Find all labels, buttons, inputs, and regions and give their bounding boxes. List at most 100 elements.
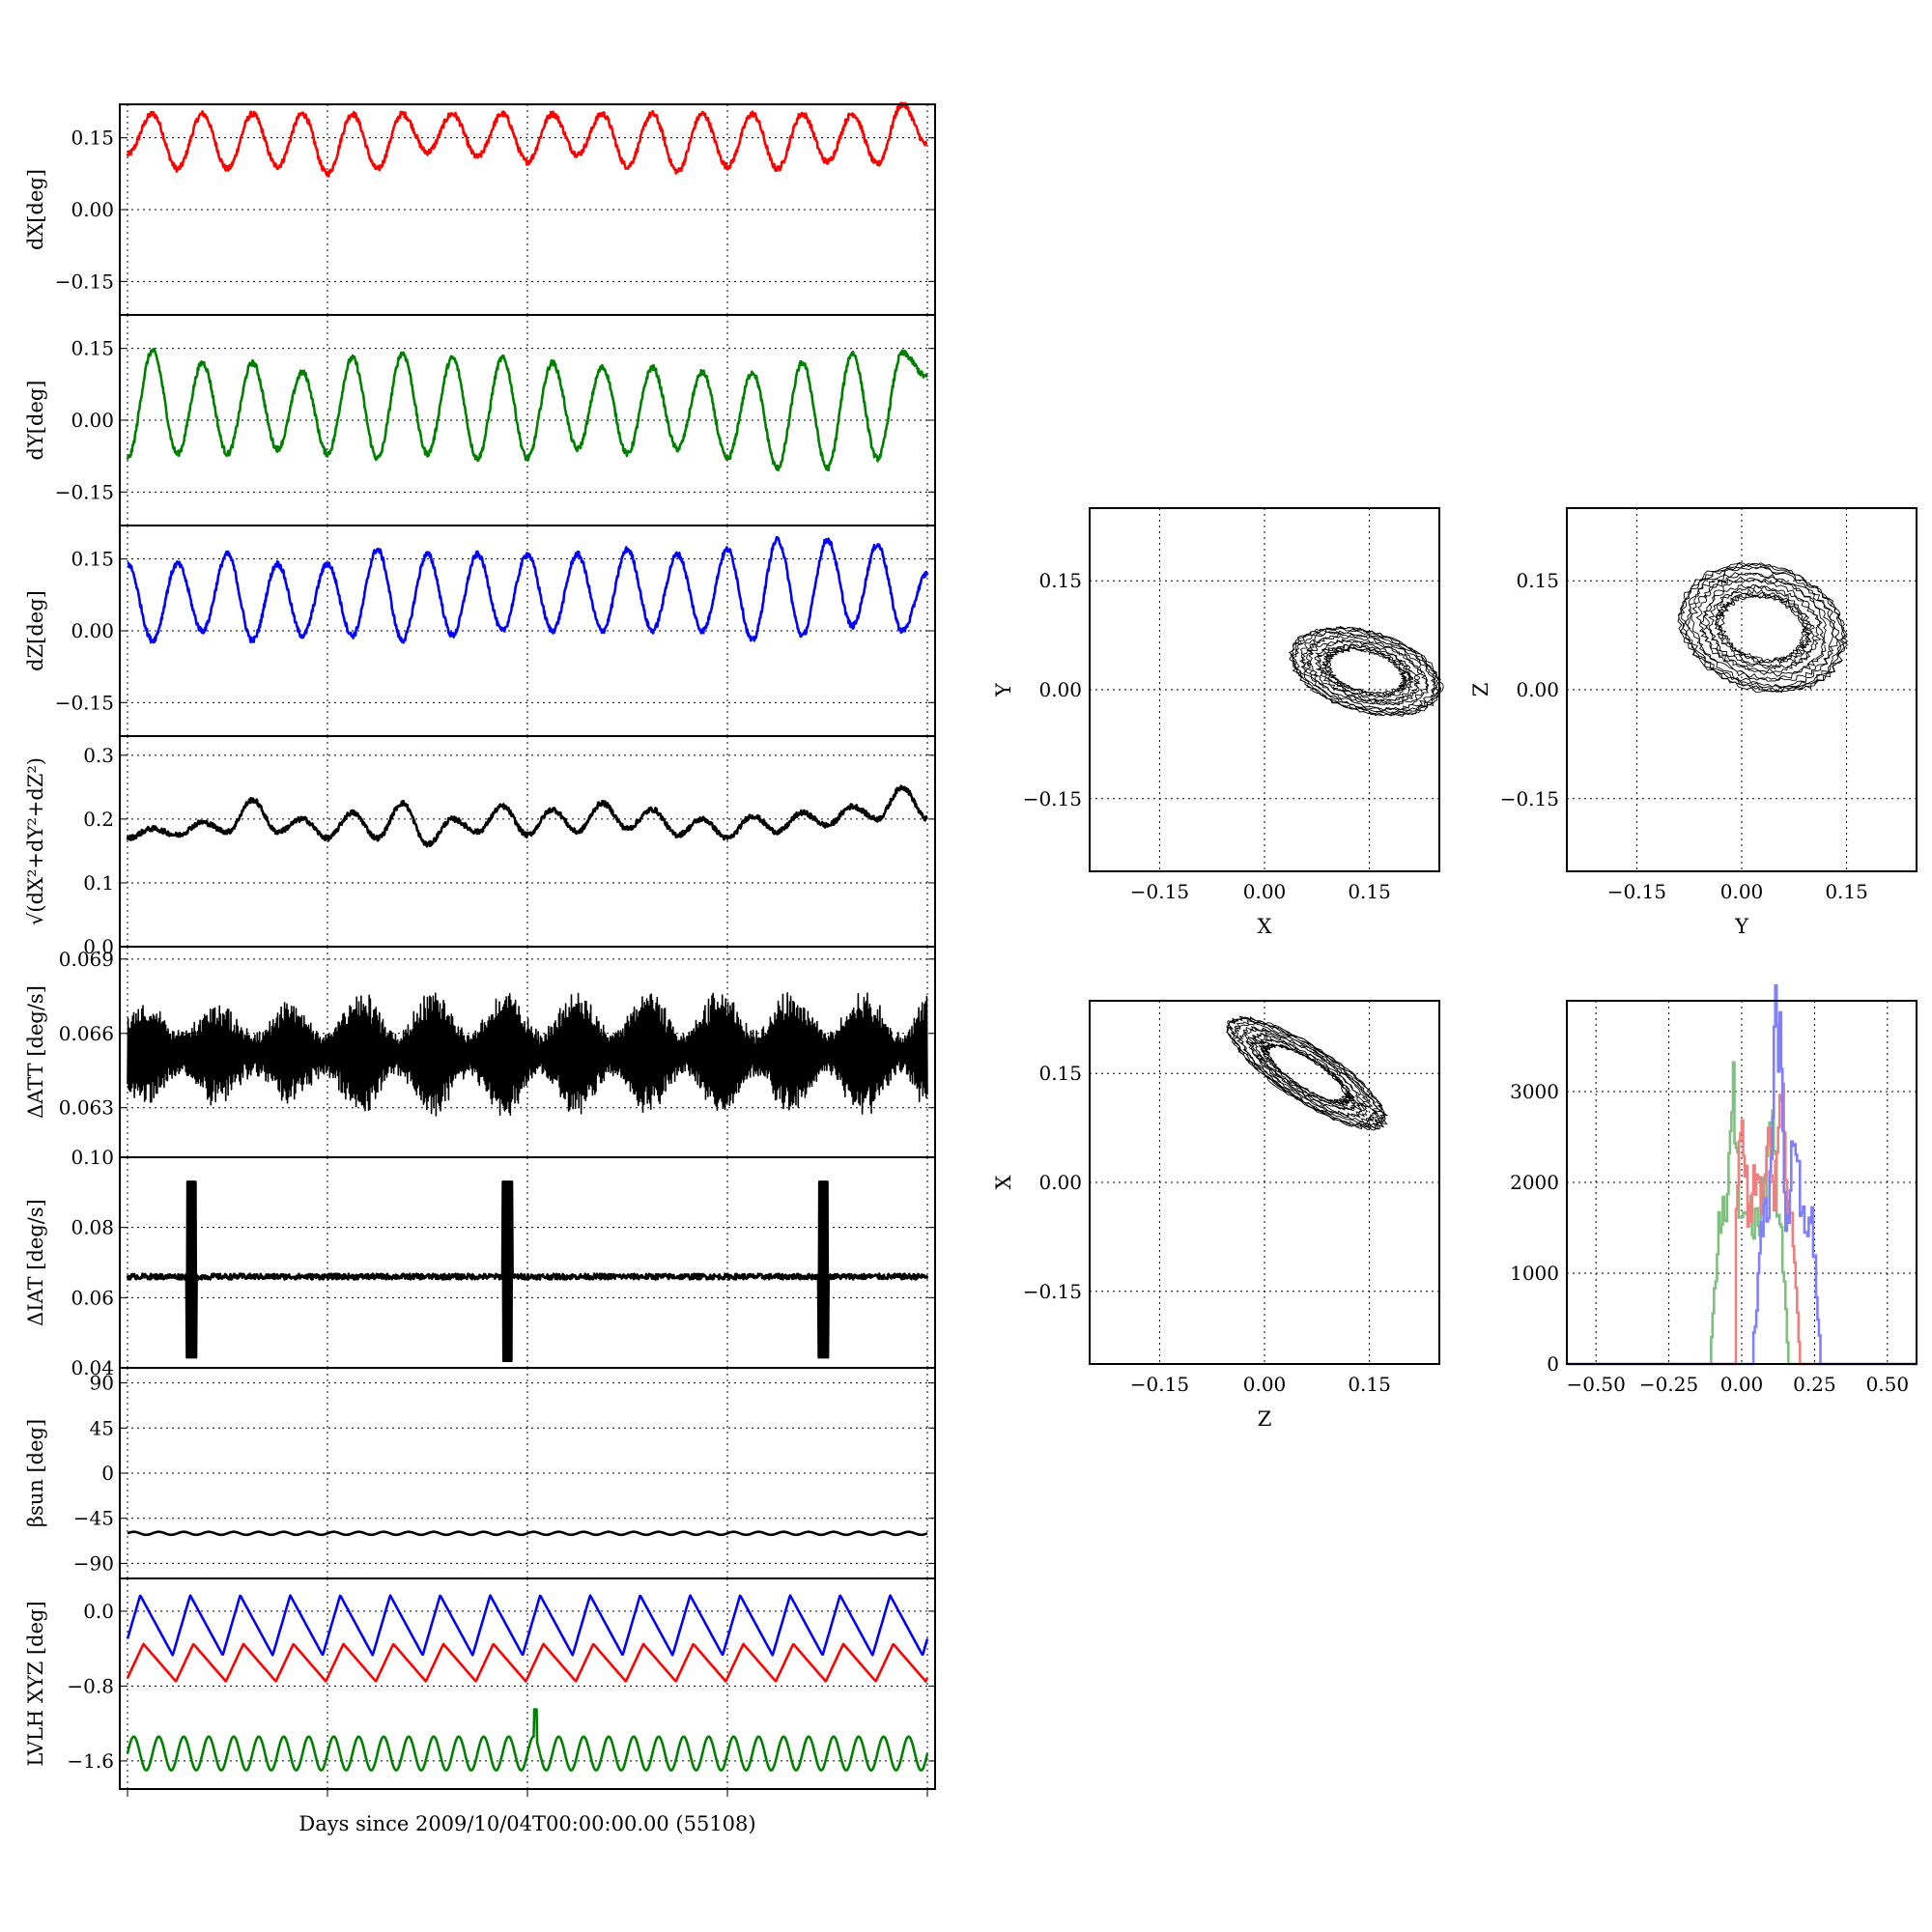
series-line-black [126,1180,929,1362]
scatter-trace [1288,625,1444,718]
tick-label-y: −0.8 [67,1674,114,1697]
tick-label-y: 0.3 [83,744,114,767]
tick-label-x: 0.25 [1793,1373,1836,1396]
tick-label-y: 0.00 [71,198,114,221]
tick-label-y: −0.15 [55,480,114,503]
x-axis-label: Z [1258,1407,1272,1431]
tick-label-x: 0.15 [1348,880,1391,903]
y-axis-label: Z [1469,683,1492,697]
panel-dz: −0.15 0.00 0.15 dZ[deg] [24,525,936,737]
tick-label-y: −0.15 [1023,1280,1082,1303]
panel-hist: −0.50 −0.25 0.00 0.25 0.50 0 1000 2000 3000 [1510,983,1918,1396]
tick-label-x: 0.00 [1720,880,1764,903]
x-axis-label: X [1258,915,1272,938]
x-axis-label: Y [1734,915,1749,938]
tick-label-y: 0.00 [71,409,114,432]
tick-label-y: 3000 [1510,1080,1559,1103]
tick-label-x: 0.50 [1866,1373,1910,1396]
series-line-red [126,1642,929,1683]
tick-label-y: 0.069 [59,948,114,971]
panel-yz: −0.15 −0.15 0.00 0.00 0.15 0.15 Y Z [1469,507,1918,938]
tick-label-y: 0.1 [83,871,114,895]
y-axis-label: √(dX²+dY²+dZ²) [24,757,47,925]
hist-series-hist_green [1567,1061,1917,1366]
tick-label-y: −0.15 [1023,787,1082,810]
tick-label-y: 0.00 [1516,678,1559,701]
tick-label-y: 0.10 [71,1146,114,1169]
series-line-black [126,784,928,848]
tick-label-y: −45 [73,1507,114,1530]
panel-datt: 0.063 0.066 0.069 ΔATT [deg/s] [24,946,936,1158]
tick-label-y: 45 [90,1416,114,1439]
tick-label-y: 0.04 [71,1356,114,1379]
tick-label-y: −90 [73,1551,114,1575]
plot-area: −0.150.000.15dX[deg]−0.150.000.15dY[deg]… [24,101,1918,1797]
tick-label-y: 0.063 [59,1096,114,1120]
tick-label-x: 0.00 [1243,1373,1287,1396]
scatter-trace [1225,1015,1389,1131]
tick-label-y: 0.15 [71,337,114,360]
tick-label-x: −0.25 [1639,1373,1698,1396]
scatter-trace [1677,562,1849,694]
y-axis-label: Y [992,682,1015,697]
tick-label-y: 90 [90,1372,114,1395]
tick-label-x: −0.15 [1130,1373,1189,1396]
y-axis-label: X [992,1175,1015,1189]
tick-label-x: 0.15 [1348,1373,1391,1396]
tick-label-x: −0.15 [1130,880,1189,903]
tick-label-y: 0.0 [83,935,114,958]
tick-label-y: 0.2 [83,808,114,831]
series-line-green [126,1708,929,1772]
axes-frame [1089,1000,1440,1365]
tick-label-x: 0.15 [1825,880,1868,903]
tick-label-y: 0.00 [1038,678,1082,701]
panel-dy: −0.15 0.00 0.15 dY[deg] [24,314,936,526]
tick-label-y: 0 [1547,1352,1559,1376]
tick-label-y: −0.15 [55,270,114,293]
hist-series-hist_red [1567,1082,1917,1366]
tick-label-y: 0.08 [71,1216,114,1239]
tick-label-y: 0.15 [71,548,114,571]
axes-frame [1089,507,1440,872]
tick-label-y: 0 [101,1462,114,1485]
panel-zx: −0.15 −0.15 0.00 0.00 0.15 0.15 Z X [992,1000,1440,1431]
y-axis-label: dZ[deg] [24,590,47,671]
series-line-red [126,101,928,178]
tick-label-y: 0.15 [71,127,114,150]
tick-label-y: 0.15 [1038,1062,1082,1085]
panel-xy: −0.15 −0.15 0.00 0.00 0.15 0.15 X Y [992,507,1444,938]
tick-label-y: −0.15 [55,691,114,714]
tick-label-y: 0.15 [1516,569,1559,592]
panel-diat: 0.04 0.06 0.08 0.10 ΔIAT [deg/s] [24,1146,936,1379]
tick-label-x: −0.15 [1607,880,1666,903]
tick-label-x: −0.50 [1567,1373,1626,1396]
series-line-black [127,1530,928,1537]
y-axis-label: ΔATT [deg/s] [24,985,47,1119]
tick-label-y: 0.00 [71,619,114,642]
series-line-blue [126,1594,929,1657]
tick-label-x: 0.00 [1243,880,1287,903]
axes-frame [1566,1000,1918,1365]
tick-label-y: 0.066 [59,1022,114,1045]
y-axis-label: dY[deg] [24,380,47,460]
tick-label-y: 0.00 [1038,1171,1082,1194]
y-axis-label: dX[deg] [24,169,47,250]
series-line-green [126,348,928,472]
panel-dtot: 0.0 0.1 0.2 0.3 √(dX²+dY²+dZ²) [24,735,936,958]
y-axis-label: βsun [deg] [24,1419,47,1527]
y-axis-label: ΔIAT [deg/s] [24,1199,47,1326]
panel-lvlh: −1.6 −0.8 0.0 LVLH XYZ [deg] [24,1577,936,1790]
tick-label-x: 0.00 [1720,1373,1764,1396]
tick-label-y: 0.0 [83,1600,114,1623]
shared-x-axis-label: Days since 2009/10/04T00:00:00.00 (55108… [298,1812,755,1835]
axes-frame [1566,507,1918,872]
tick-label-y: 0.15 [1038,569,1082,592]
y-axis-label: LVLH XYZ [deg] [24,1601,47,1766]
tick-label-y: 1000 [1510,1262,1559,1285]
panel-dx: −0.15 0.00 0.15 dX[deg] [24,101,936,316]
tick-label-y: −0.15 [1500,787,1559,810]
series-line-black [127,992,928,1117]
tick-label-y: −1.6 [67,1749,114,1773]
series-line-blue [127,535,929,644]
